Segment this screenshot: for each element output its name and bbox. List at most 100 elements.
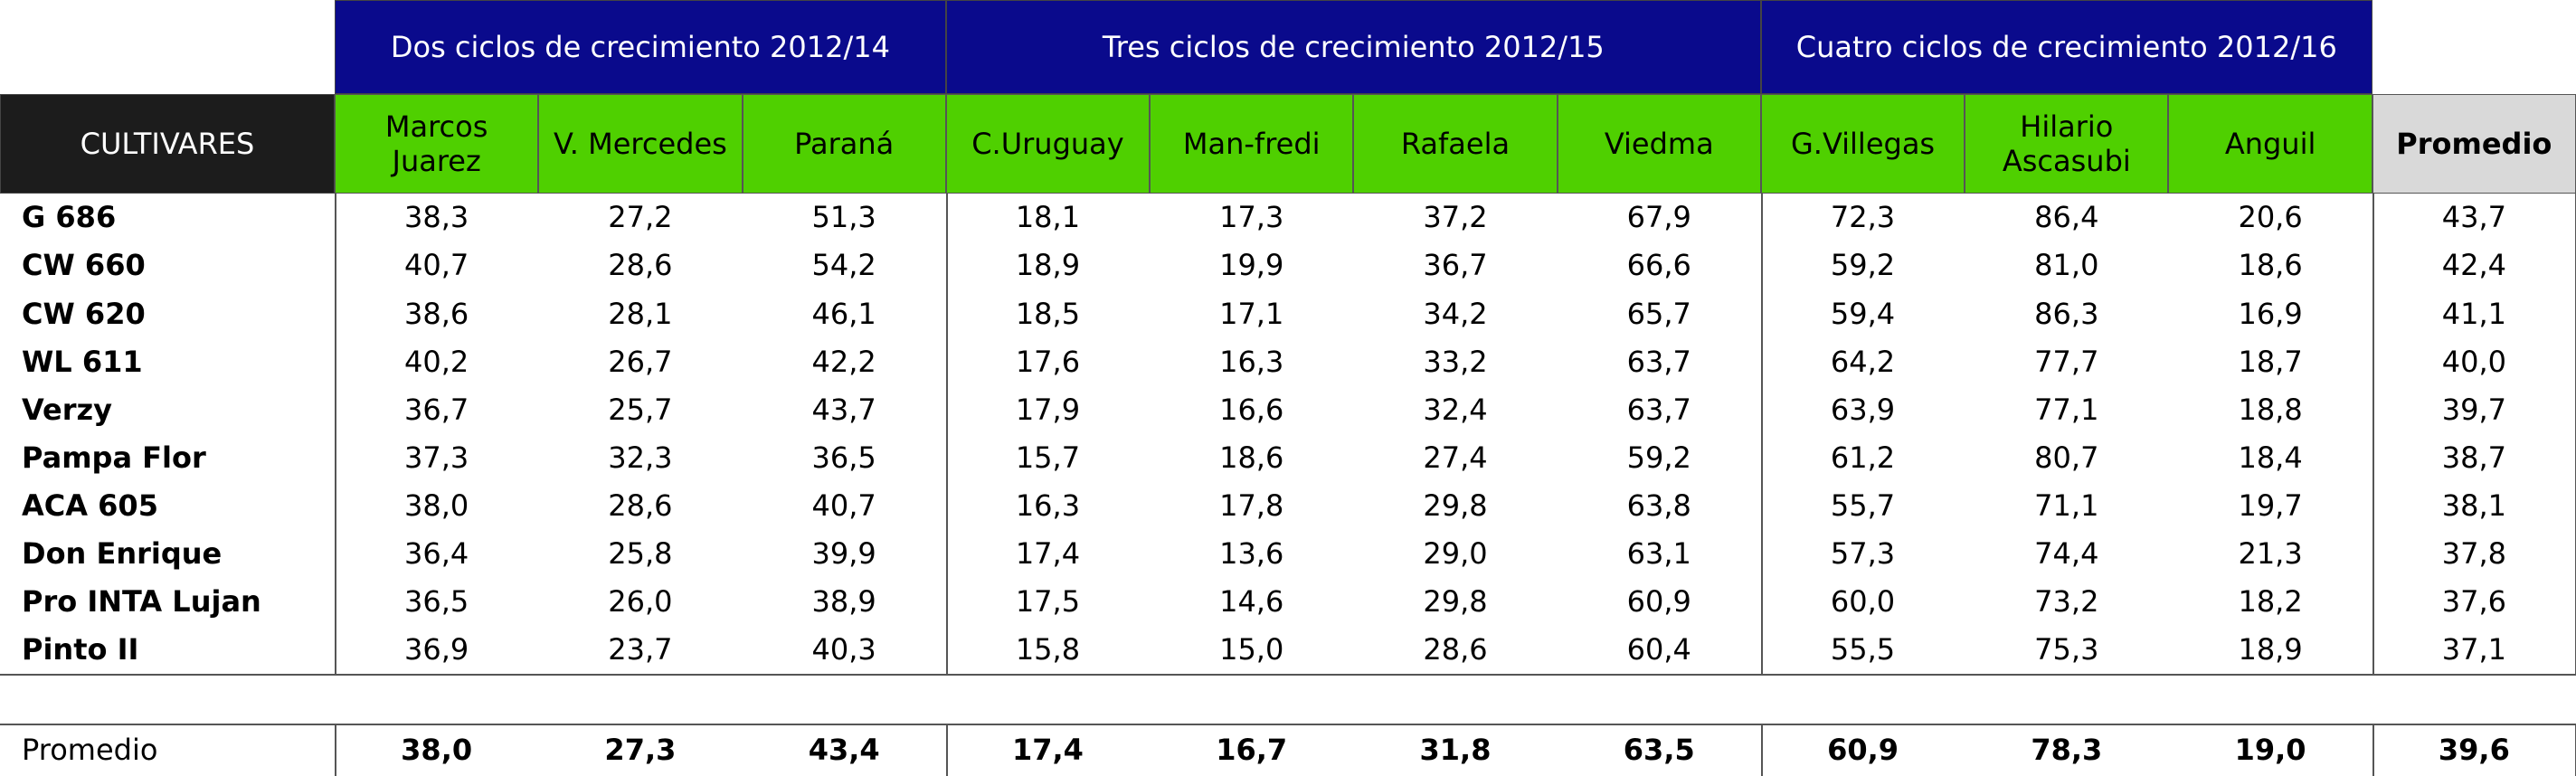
value-cell: 73,2 [2034, 584, 2099, 620]
rule [335, 724, 336, 776]
group-header: Cuatro ciclos de crecimiento 2012/16 [1760, 0, 2372, 94]
average-cell: 37,6 [2441, 584, 2506, 620]
value-cell: 54,2 [811, 248, 876, 283]
column-header: C.Uruguay [945, 94, 1151, 194]
value-cell: 55,7 [1830, 487, 1896, 523]
value-cell: 59,4 [1830, 296, 1896, 331]
average-cell: 37,1 [2441, 632, 2506, 667]
rule [945, 194, 948, 674]
value-cell: 38,6 [404, 296, 469, 331]
value-cell: 19,0 [2234, 732, 2306, 767]
row-label: G 686 [22, 200, 117, 235]
rule [1760, 724, 1763, 776]
value-cell: 18,8 [2238, 392, 2303, 427]
value-cell: 75,3 [2034, 632, 2099, 667]
group-header: Dos ciclos de crecimiento 2012/14 [335, 0, 946, 94]
column-header: Anguil [2168, 94, 2372, 194]
row-label: ACA 605 [22, 487, 158, 523]
value-cell: 36,5 [404, 584, 469, 620]
value-cell: 55,5 [1830, 632, 1896, 667]
value-cell: 26,7 [608, 344, 673, 379]
value-cell: 18,9 [2238, 632, 2303, 667]
value-cell: 16,9 [2238, 296, 2303, 331]
value-cell: 20,6 [2238, 200, 2303, 235]
value-cell: 59,2 [1830, 248, 1896, 283]
average-cell: 39,7 [2441, 392, 2506, 427]
value-cell: 17,9 [1015, 392, 1081, 427]
value-cell: 38,0 [401, 732, 473, 767]
value-cell: 60,0 [1830, 584, 1896, 620]
average-cell: 38,7 [2441, 440, 2506, 475]
value-cell: 77,1 [2034, 392, 2099, 427]
value-cell: 23,7 [608, 632, 673, 667]
row-label: Pampa Flor [22, 440, 206, 475]
value-cell: 59,2 [1626, 440, 1691, 475]
value-cell: 13,6 [1219, 536, 1284, 572]
value-cell: 29,8 [1423, 584, 1488, 620]
value-cell: 17,6 [1015, 344, 1081, 379]
value-cell: 37,3 [404, 440, 469, 475]
value-cell: 37,2 [1423, 200, 1488, 235]
value-cell: 29,0 [1423, 536, 1488, 572]
average-cell: 40,0 [2441, 344, 2506, 379]
average-cell: 37,8 [2441, 536, 2506, 572]
row-label: CW 620 [22, 296, 146, 331]
row-label: WL 611 [22, 344, 143, 379]
value-cell: 40,3 [811, 632, 876, 667]
average-cell: 38,1 [2441, 487, 2506, 523]
column-header: Marcos Juarez [335, 94, 539, 194]
value-cell: 71,1 [2034, 487, 2099, 523]
value-cell: 36,7 [404, 392, 469, 427]
value-cell: 36,5 [811, 440, 876, 475]
column-header: CULTIVARES [0, 94, 335, 194]
column-header: Promedio [2372, 94, 2576, 194]
value-cell: 36,7 [1423, 248, 1488, 283]
column-header: Rafaela [1353, 94, 1558, 194]
value-cell: 25,7 [608, 392, 673, 427]
rule [945, 724, 948, 776]
value-cell: 63,1 [1626, 536, 1691, 572]
value-cell: 63,7 [1626, 392, 1691, 427]
row-label: Don Enrique [22, 536, 223, 572]
rule [0, 724, 2576, 725]
value-cell: 27,4 [1423, 440, 1488, 475]
value-cell: 60,9 [1626, 584, 1691, 620]
value-cell: 78,3 [2031, 732, 2103, 767]
value-cell: 19,7 [2238, 487, 2303, 523]
column-header: G.Villegas [1760, 94, 1965, 194]
row-label: Pinto II [22, 632, 139, 667]
average-cell: 41,1 [2441, 296, 2506, 331]
column-header: Man-fredi [1150, 94, 1354, 194]
value-cell: 67,9 [1626, 200, 1691, 235]
column-header: Hilario Ascasubi [1965, 94, 2169, 194]
row-label: CW 660 [22, 248, 146, 283]
value-cell: 25,8 [608, 536, 673, 572]
value-cell: 18,2 [2238, 584, 2303, 620]
value-cell: 26,0 [608, 584, 673, 620]
value-cell: 33,2 [1423, 344, 1488, 379]
column-header: Paraná [742, 94, 946, 194]
average-cell: 42,4 [2441, 248, 2506, 283]
value-cell: 17,8 [1219, 487, 1284, 523]
value-cell: 16,3 [1219, 344, 1284, 379]
value-cell: 57,3 [1830, 536, 1896, 572]
value-cell: 18,7 [2238, 344, 2303, 379]
value-cell: 17,3 [1219, 200, 1284, 235]
value-cell: 29,8 [1423, 487, 1488, 523]
value-cell: 60,4 [1626, 632, 1691, 667]
value-cell: 60,9 [1827, 732, 1899, 767]
value-cell: 61,2 [1830, 440, 1896, 475]
value-cell: 43,4 [808, 732, 880, 767]
value-cell: 80,7 [2034, 440, 2099, 475]
value-cell: 40,7 [811, 487, 876, 523]
group-header: Tres ciclos de crecimiento 2012/15 [945, 0, 1761, 94]
value-cell: 81,0 [2034, 248, 2099, 283]
value-cell: 38,0 [404, 487, 469, 523]
value-cell: 18,6 [2238, 248, 2303, 283]
value-cell: 65,7 [1626, 296, 1691, 331]
value-cell: 28,1 [608, 296, 673, 331]
value-cell: 66,6 [1626, 248, 1691, 283]
rule [2372, 724, 2374, 776]
value-cell: 15,8 [1015, 632, 1081, 667]
value-cell: 18,9 [1015, 248, 1081, 283]
